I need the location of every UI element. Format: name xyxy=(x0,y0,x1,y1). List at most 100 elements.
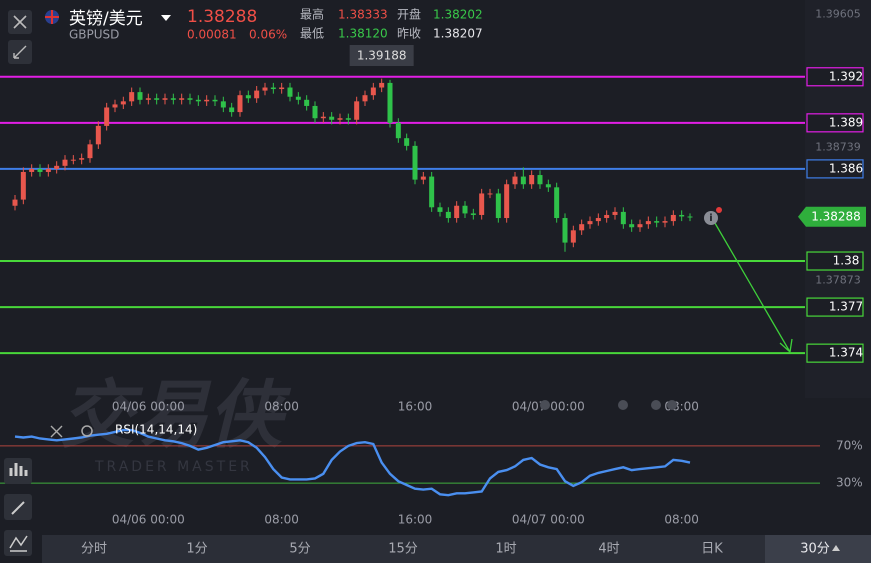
candle-body xyxy=(354,101,360,120)
candle-body xyxy=(112,104,118,108)
y-tick-label: 30% xyxy=(836,476,863,490)
candle-body xyxy=(120,101,126,105)
candle-body xyxy=(429,176,435,208)
rsi-close[interactable] xyxy=(50,425,63,438)
tab[interactable]: 4时 xyxy=(598,542,619,557)
candle-body xyxy=(137,92,143,100)
x-tick-label: 08:00 xyxy=(264,400,299,414)
info-glyph: i xyxy=(709,213,712,224)
candle-body xyxy=(537,175,543,185)
tab[interactable]: 分时 xyxy=(81,542,107,557)
candle-body xyxy=(387,82,393,123)
candle-body xyxy=(570,230,576,243)
tab[interactable]: 1分 xyxy=(186,542,207,557)
collapse-icon xyxy=(13,45,27,59)
candle-body xyxy=(179,98,185,100)
tool-dot[interactable] xyxy=(667,400,677,410)
candle-body xyxy=(629,224,635,228)
candle-body xyxy=(304,99,310,106)
candle-body xyxy=(320,116,326,119)
tabs: 分时 1分 5分 15分 1时 4时 日K 30分 xyxy=(81,542,830,557)
candle-body xyxy=(620,211,626,225)
candle-body xyxy=(554,187,560,219)
price-axis-bg xyxy=(805,0,871,398)
candle-body xyxy=(37,168,43,172)
candle-body xyxy=(54,165,60,169)
candle-body xyxy=(595,218,601,222)
y-tick-label: 1.38739 xyxy=(815,141,861,154)
level-label: 1.386 xyxy=(829,161,863,175)
forecast-arrow xyxy=(711,217,793,354)
rsi-settings[interactable] xyxy=(81,425,93,437)
x-tick-label: 16:00 xyxy=(398,513,433,527)
last-price-box xyxy=(798,206,866,227)
tool-dot[interactable] xyxy=(540,400,550,410)
tab[interactable]: 5分 xyxy=(289,542,310,557)
candle-body xyxy=(612,211,618,215)
candle-body xyxy=(437,207,443,212)
level-label: 1.392 xyxy=(829,69,863,83)
candle-body xyxy=(145,98,151,100)
max-tooltip-bg xyxy=(349,45,414,66)
tab[interactable]: 1时 xyxy=(495,542,516,557)
close-icon xyxy=(13,15,27,29)
candle-body xyxy=(687,216,693,218)
x-tick-label: 08:00 xyxy=(264,513,299,527)
candle-body xyxy=(87,144,93,159)
candle-body xyxy=(495,193,501,219)
candle-body xyxy=(245,95,251,99)
candle-body xyxy=(187,98,193,100)
candle-body xyxy=(420,176,426,180)
candle-body xyxy=(395,122,401,139)
tool-dot[interactable] xyxy=(651,400,661,410)
candle-body xyxy=(204,99,210,102)
level-label-box xyxy=(806,159,864,179)
candle-body xyxy=(329,116,335,120)
tab[interactable]: 30分 xyxy=(800,542,830,557)
candle-body xyxy=(12,199,18,206)
candle-body xyxy=(654,221,660,223)
rsi-title: RSI(14,14,14) xyxy=(115,423,197,437)
candle-body xyxy=(470,213,476,215)
candle-body xyxy=(562,218,568,243)
candle-body xyxy=(412,145,418,180)
tool-button[interactable] xyxy=(4,530,32,556)
rsi-line xyxy=(14,428,691,497)
rsi-chart: 70% 30% 04/06 00:00 08:00 16:00 04/07 00:00 08… xyxy=(0,428,863,527)
tab-caret[interactable] xyxy=(832,545,840,551)
candle-body xyxy=(212,99,218,102)
open: 1.38202 xyxy=(433,8,483,22)
level-label-box xyxy=(806,297,864,317)
tool-dot[interactable] xyxy=(618,400,628,410)
tab[interactable]: 15分 xyxy=(388,542,418,557)
max-tooltip: 1.39188 xyxy=(357,49,407,63)
candle-body xyxy=(337,118,343,120)
level-label-box xyxy=(806,251,864,271)
symbol-code: GBPUSD xyxy=(69,28,119,42)
tool-button[interactable] xyxy=(4,458,32,484)
candle-body xyxy=(20,171,26,200)
candle-body xyxy=(479,193,485,215)
tab-selected-bg xyxy=(765,535,871,563)
candle-body xyxy=(670,214,676,222)
low-label: 最低 xyxy=(300,27,324,41)
candle-body xyxy=(45,168,51,172)
level-label: 1.377 xyxy=(829,300,863,314)
candle-body xyxy=(445,211,451,219)
tab-bar xyxy=(42,535,871,563)
symbol[interactable]: 英镑/美元 xyxy=(69,9,143,29)
y-tick-label: 70% xyxy=(836,438,863,452)
x-tick-label: 04/06 00:00 xyxy=(112,513,185,527)
symbol-caret[interactable] xyxy=(161,15,171,21)
candle-body xyxy=(362,95,368,102)
watermark-en: TRADER MASTER xyxy=(94,459,253,475)
candle-body xyxy=(520,176,526,185)
info-icon[interactable] xyxy=(704,211,718,225)
prev: 1.38207 xyxy=(433,27,483,41)
tab[interactable]: 日K xyxy=(701,542,723,557)
candle-body xyxy=(170,98,176,100)
candle-body xyxy=(95,125,101,145)
candle-body xyxy=(545,184,551,188)
